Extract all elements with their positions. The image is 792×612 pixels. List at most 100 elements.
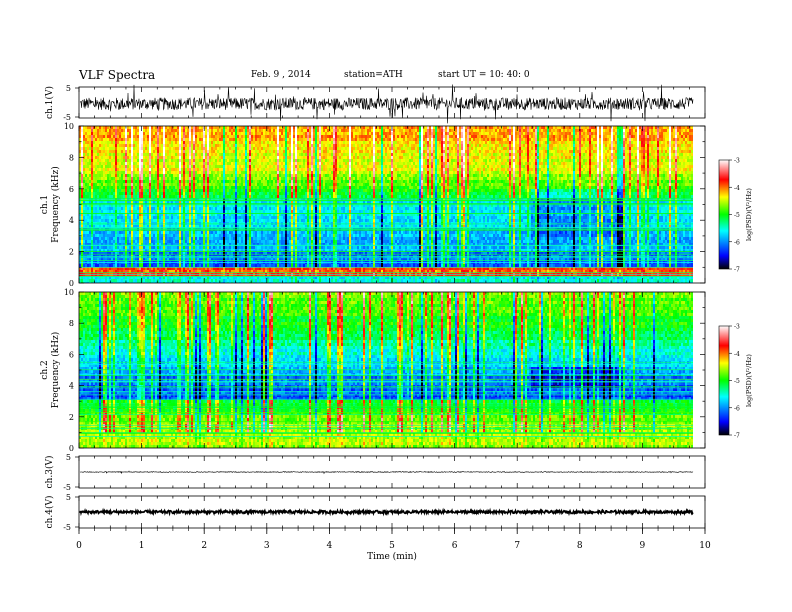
psd-cell — [509, 165, 512, 169]
psd-cell — [223, 132, 226, 136]
psd-cell — [175, 150, 178, 154]
psd-cell — [413, 162, 416, 166]
psd-cell — [523, 129, 526, 133]
psd-cell — [501, 165, 504, 169]
psd-cell — [605, 171, 608, 175]
psd-cell — [389, 126, 392, 130]
psd-cell — [621, 132, 624, 136]
psd-cell — [193, 141, 196, 145]
psd-cell — [521, 129, 524, 133]
psd-cell — [179, 168, 182, 172]
psd-cell — [287, 126, 290, 130]
psd-cell — [341, 168, 344, 172]
psd-cell — [379, 141, 382, 145]
psd-cell — [341, 144, 344, 148]
psd-cell — [435, 147, 438, 151]
psd-cell — [479, 159, 482, 163]
psd-cell — [643, 138, 646, 142]
psd-cell — [595, 171, 598, 175]
psd-cell — [623, 147, 626, 151]
psd-cell — [525, 153, 528, 157]
psd-cell — [451, 168, 454, 172]
psd-cell — [299, 147, 302, 151]
psd-cell — [313, 171, 316, 175]
psd-cell — [449, 135, 452, 139]
psd-cell — [611, 126, 614, 130]
psd-cell — [465, 159, 468, 163]
psd-cell — [277, 138, 280, 142]
psd-cell — [175, 153, 178, 157]
psd-cell — [635, 162, 638, 166]
psd-cell — [637, 165, 640, 169]
psd-cell — [121, 135, 124, 139]
psd-cell — [225, 165, 228, 169]
psd-cell — [479, 147, 482, 151]
psd-cell — [343, 168, 346, 172]
psd-cell — [313, 135, 316, 139]
psd-cell — [149, 141, 152, 145]
psd-cell — [579, 135, 582, 139]
psd-cell — [225, 138, 228, 142]
psd-cell — [655, 159, 658, 163]
psd-cell — [417, 147, 420, 151]
psd-cell — [627, 135, 630, 139]
psd-cell — [243, 159, 246, 163]
psd-cell — [193, 129, 196, 133]
psd-cell — [237, 138, 240, 142]
psd-cell — [163, 141, 166, 145]
psd-cell — [273, 159, 276, 163]
psd-cell — [167, 144, 170, 148]
psd-cell — [579, 156, 582, 160]
psd-cell — [539, 141, 542, 145]
psd-cell — [83, 171, 86, 175]
psd-cell — [293, 171, 296, 175]
psd-cell — [453, 168, 456, 172]
psd-cell — [367, 162, 370, 166]
psd-cell — [431, 168, 434, 172]
psd-cell — [625, 129, 628, 133]
psd-cell — [127, 162, 130, 166]
psd-cell — [653, 153, 656, 157]
psd-cell — [663, 126, 666, 130]
psd-cell — [269, 147, 272, 151]
psd-cell — [549, 153, 552, 157]
psd-cell — [379, 129, 382, 133]
psd-cell — [339, 165, 342, 169]
psd-cell — [535, 153, 538, 157]
psd-cell — [213, 141, 216, 145]
psd-cell — [371, 165, 374, 169]
psd-cell — [387, 144, 390, 148]
psd-cell — [525, 138, 528, 142]
psd-cell — [493, 153, 496, 157]
psd-cell — [249, 153, 252, 157]
psd-cell — [495, 162, 498, 166]
psd-cell — [151, 138, 154, 142]
psd-cell — [341, 129, 344, 133]
psd-cell — [89, 135, 92, 139]
psd-cell — [453, 138, 456, 142]
psd-cell — [417, 171, 420, 175]
psd-cell — [381, 138, 384, 142]
psd-cell — [525, 135, 528, 139]
psd-cell — [93, 132, 96, 136]
psd-cell — [483, 132, 486, 136]
psd-cell — [165, 165, 168, 169]
psd-cell — [393, 141, 396, 145]
psd-cell — [179, 171, 182, 175]
psd-cell — [463, 126, 466, 130]
psd-cell — [527, 165, 530, 169]
psd-cell — [139, 141, 142, 145]
psd-cell — [131, 135, 134, 139]
psd-cell — [523, 126, 526, 130]
psd-cell — [323, 168, 326, 172]
psd-cell — [227, 165, 230, 169]
psd-cell — [97, 171, 100, 175]
psd-cell — [691, 135, 693, 139]
psd-cell — [127, 144, 130, 148]
psd-cell — [489, 135, 492, 139]
psd-cell — [527, 144, 530, 148]
psd-cell — [525, 147, 528, 151]
psd-cell — [271, 135, 274, 139]
psd-cell — [399, 144, 402, 148]
psd-cell — [655, 168, 658, 172]
